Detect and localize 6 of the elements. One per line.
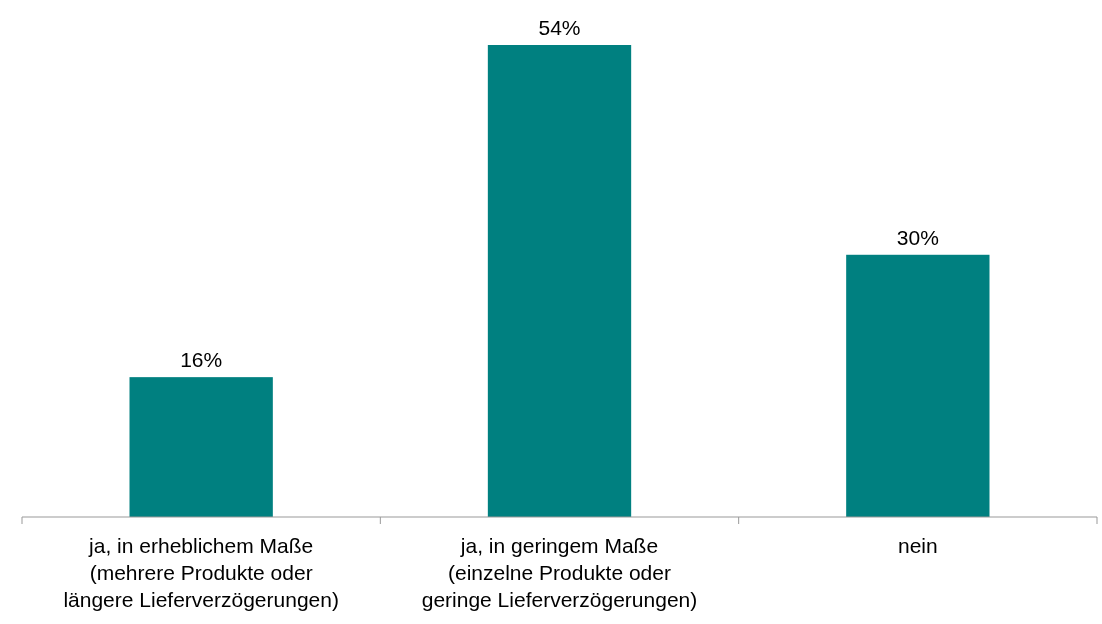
x-tick-label: nein <box>897 534 938 557</box>
data-label: 30% <box>896 225 939 249</box>
x-tick-label: ja, in geringem Maße (einzelne Produkte oder geringe Lieferverzögerungen) <box>421 534 698 611</box>
data-label: 16% <box>180 348 223 372</box>
data-label: 54% <box>538 16 581 39</box>
x-tick-label: ja, in erheblichem Maße (mehrere Produkte oder längere Lieferverzögerungen) <box>63 534 339 611</box>
